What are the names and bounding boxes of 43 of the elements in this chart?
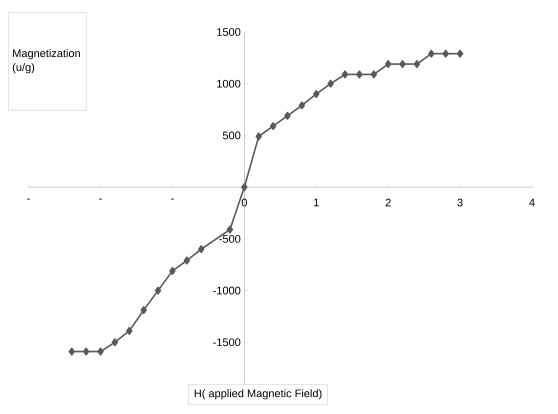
point: [198, 245, 204, 254]
y-tick-label: -1500: [213, 338, 240, 346]
point: [456, 50, 464, 58]
x-tick-label: 2: [386, 198, 391, 206]
point: [442, 50, 449, 58]
point: [298, 101, 306, 110]
y-tick-label: 1000: [217, 80, 240, 88]
x-tick-label: -: [99, 198, 102, 200]
point: [241, 183, 248, 192]
point: [256, 132, 262, 140]
point: [68, 348, 75, 356]
x-tick-label: 1: [314, 198, 319, 206]
x-tick-label: 0: [242, 198, 247, 206]
point: [140, 306, 147, 314]
point: [126, 326, 132, 335]
point: [82, 348, 90, 356]
y-tick-label: 1500: [217, 28, 240, 36]
point: [384, 60, 392, 68]
point: [184, 256, 190, 265]
point: [356, 70, 363, 78]
point: [327, 80, 334, 88]
point: [313, 90, 320, 98]
y-tick-label: 500: [222, 132, 240, 140]
x-axis-title: H( applied Magnetic Field): [194, 389, 322, 400]
x-tick-label: -: [27, 198, 30, 200]
point: [270, 122, 276, 130]
y-tick-label: -1000: [213, 286, 240, 294]
y-axis-title: Magnetization (u/g): [12, 49, 80, 74]
x-tick-label: 4: [529, 198, 535, 206]
point: [399, 60, 406, 68]
x-tick-label: 3: [457, 198, 463, 206]
point: [154, 286, 162, 295]
point: [428, 50, 435, 58]
x-tick-label: -: [171, 198, 174, 200]
point: [112, 338, 118, 346]
point: [97, 348, 104, 356]
point: [414, 60, 420, 68]
point: [284, 112, 291, 120]
point: [226, 226, 234, 234]
point: [342, 70, 348, 78]
point: [169, 266, 176, 275]
y-tick-label: -500: [219, 234, 240, 243]
point: [370, 70, 377, 78]
